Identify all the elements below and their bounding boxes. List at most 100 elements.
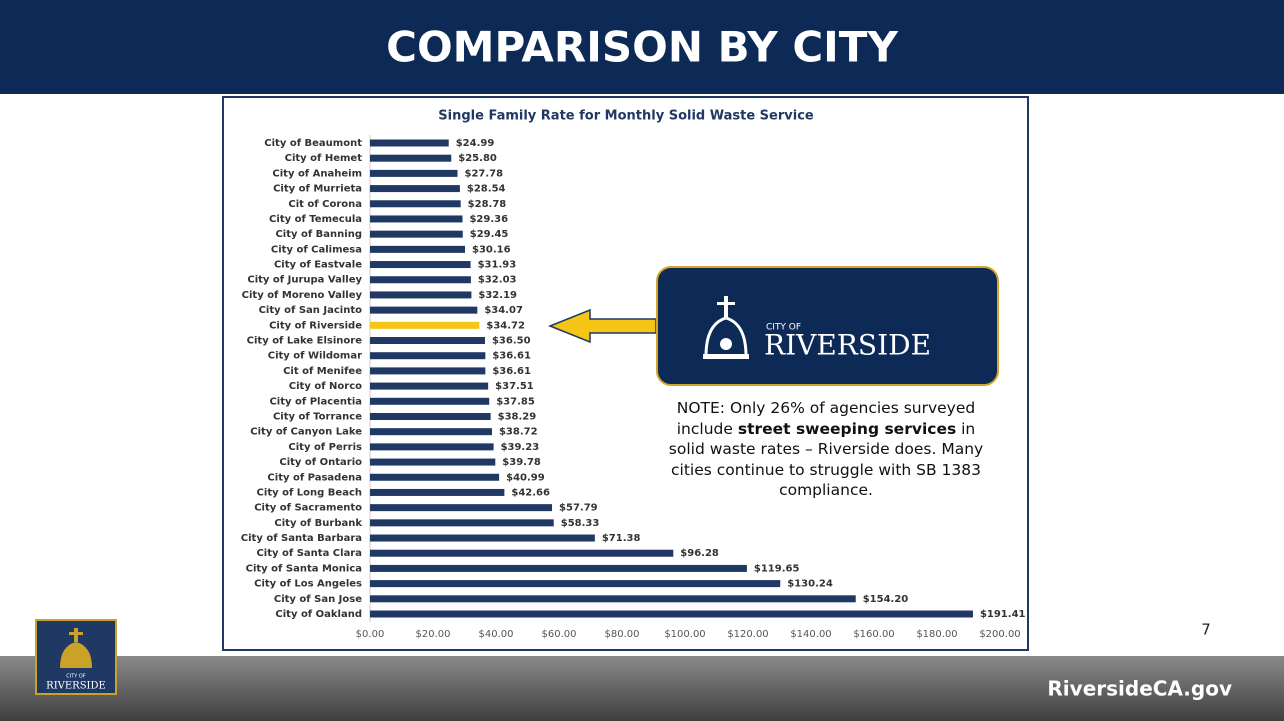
footer-url: RiversideCA.gov — [1047, 677, 1232, 701]
bar — [370, 564, 747, 572]
value-label: $71.38 — [602, 533, 641, 544]
bar — [370, 488, 505, 496]
value-label: $37.85 — [496, 396, 535, 407]
bar — [370, 443, 494, 451]
page-number: 7 — [1201, 621, 1211, 639]
value-label: $58.33 — [561, 518, 600, 529]
bar — [370, 306, 478, 314]
footer-band — [0, 656, 1284, 721]
value-label: $37.51 — [495, 381, 534, 392]
bar — [370, 610, 973, 618]
value-label: $39.78 — [502, 457, 541, 468]
value-label: $30.16 — [472, 244, 511, 255]
bar — [370, 200, 461, 208]
value-label: $25.80 — [458, 153, 497, 164]
value-label: $191.41 — [980, 609, 1026, 620]
bar — [370, 169, 458, 177]
y-tick-label: Cit of Corona — [288, 199, 362, 210]
bar — [370, 291, 472, 299]
note-text: in solid waste rates – Riverside does. M… — [668, 419, 984, 500]
y-tick-label: City of Riverside — [269, 320, 362, 331]
y-tick-label: City of Santa Monica — [246, 563, 362, 574]
bar — [370, 549, 674, 557]
y-tick-label: City of Canyon Lake — [250, 427, 362, 438]
y-tick-label: City of Long Beach — [257, 487, 362, 498]
bar — [370, 595, 856, 603]
y-tick-label: City of Anaheim — [272, 168, 362, 179]
value-label: $154.20 — [863, 594, 909, 605]
value-label: $29.45 — [470, 229, 509, 240]
y-tick-label: City of Jurupa Valley — [247, 275, 362, 286]
footer-logo: CITY OF RIVERSIDE — [35, 619, 117, 695]
y-tick-label: City of Ontario — [279, 457, 362, 468]
bar — [370, 321, 480, 329]
bar — [370, 397, 490, 405]
value-label: $36.61 — [492, 366, 531, 377]
value-label: $36.50 — [492, 336, 531, 347]
y-tick-label: City of Moreno Valley — [242, 290, 363, 301]
value-label: $31.93 — [478, 260, 517, 271]
x-tick-label: $100.00 — [664, 629, 705, 640]
value-label: $130.24 — [787, 579, 833, 590]
value-label: $32.03 — [478, 275, 517, 286]
footer-logo-small: CITY OF — [66, 674, 86, 680]
bar — [370, 245, 466, 253]
callout-logo: CITY OF RIVERSIDE — [656, 266, 999, 386]
value-label: $38.29 — [498, 411, 537, 422]
value-label: $119.65 — [754, 563, 800, 574]
bar — [370, 534, 595, 542]
x-tick-label: $200.00 — [979, 629, 1020, 640]
y-tick-label: City of Oakland — [275, 609, 362, 620]
value-label: $28.78 — [468, 199, 507, 210]
y-tick-label: City of Beaumont — [264, 138, 362, 149]
bar — [370, 473, 500, 481]
y-tick-label: City of Perris — [288, 442, 362, 453]
y-tick-label: City of Placentia — [269, 396, 362, 407]
value-label: $24.99 — [456, 138, 495, 149]
x-tick-label: $160.00 — [853, 629, 894, 640]
note-text: NOTE: Only 26% of agencies surveyed incl… — [676, 399, 976, 438]
bar — [370, 215, 463, 223]
bar — [370, 412, 491, 420]
bar — [370, 185, 460, 193]
value-label: $57.79 — [559, 503, 598, 514]
bar — [370, 337, 485, 345]
bar — [370, 154, 452, 162]
x-tick-label: $0.00 — [356, 629, 385, 640]
y-tick-label: City of Wildomar — [268, 351, 362, 362]
y-tick-label: City of Calimesa — [271, 244, 362, 255]
value-label: $28.54 — [467, 184, 506, 195]
value-label: $34.07 — [484, 305, 523, 316]
y-tick-label: City of Lake Elsinore — [247, 336, 363, 347]
x-tick-label: $120.00 — [727, 629, 768, 640]
chart-title: Single Family Rate for Monthly Solid Was… — [438, 109, 814, 124]
y-tick-label: City of Torrance — [273, 411, 362, 422]
bar — [370, 458, 496, 466]
value-label: $34.72 — [486, 320, 525, 331]
bar — [370, 504, 553, 512]
y-tick-label: City of Santa Barbara — [241, 533, 362, 544]
value-label: $32.19 — [478, 290, 517, 301]
x-tick-label: $20.00 — [416, 629, 451, 640]
value-label: $96.28 — [680, 548, 719, 559]
bar — [370, 580, 781, 588]
y-tick-label: Cit of Menifee — [283, 366, 362, 377]
y-tick-label: City of Hemet — [285, 153, 363, 164]
value-label: $42.66 — [511, 487, 550, 498]
bar — [370, 352, 486, 360]
y-tick-label: City of Pasadena — [267, 472, 362, 483]
bar — [370, 261, 471, 269]
bar — [370, 519, 554, 527]
bar — [370, 139, 449, 147]
callout-logo-name: RIVERSIDE — [764, 329, 931, 362]
footer-logo-name: RIVERSIDE — [46, 681, 106, 692]
value-label: $27.78 — [465, 168, 504, 179]
note-bold: street sweeping services — [737, 419, 957, 438]
value-label: $36.61 — [492, 351, 531, 362]
value-label: $40.99 — [506, 472, 545, 483]
y-tick-label: City of Eastvale — [274, 260, 362, 271]
x-tick-label: $140.00 — [790, 629, 831, 640]
y-tick-label: City of Banning — [275, 229, 362, 240]
x-tick-label: $40.00 — [479, 629, 514, 640]
value-label: $29.36 — [469, 214, 508, 225]
